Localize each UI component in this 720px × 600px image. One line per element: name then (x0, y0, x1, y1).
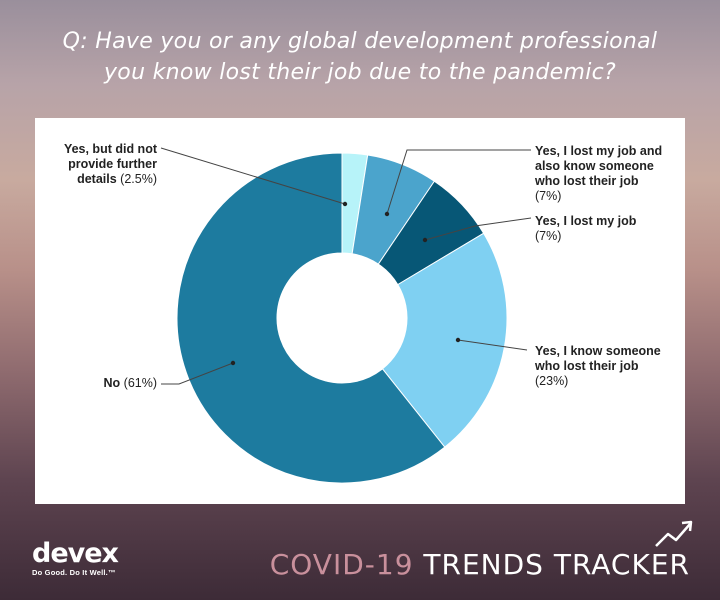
label-lost-job: Yes, I lost my job (7%) (535, 214, 637, 243)
leader-no (161, 362, 234, 385)
leader-lost-job-dot (422, 237, 428, 243)
leader-no-dot (230, 360, 236, 366)
trend-up-arrow-icon (655, 520, 693, 547)
leader-lost-job (424, 217, 532, 241)
tracker-trends: TRENDS TRACKER (413, 548, 690, 581)
leader-no-details (160, 147, 346, 205)
slice-know-someone (381, 232, 508, 448)
question-title: Q: Have you or any global development pr… (0, 26, 720, 88)
trends-tracker-title: COVID-19 TRENDS TRACKER (270, 548, 690, 581)
label-know-someone: Yes, I know someone who lost their job (… (535, 344, 661, 388)
chart-panel: Yes, but did not provide further details… (35, 118, 685, 504)
leader-lost-and-know-dot (384, 211, 390, 217)
tracker-covid: COVID-19 (269, 548, 414, 581)
question-line-2: you know lost their job due to the pande… (103, 60, 616, 85)
leader-lost-and-know (386, 149, 531, 215)
label-lost-and-know: Yes, I lost my job and also know someone… (535, 144, 663, 203)
label-no: No (61%) (103, 376, 158, 390)
brand-name: devex (32, 538, 119, 569)
question-line-1: Q: Have you or any global development pr… (62, 29, 658, 54)
label-no-details: Yes, but did not provide further details… (63, 142, 157, 186)
devex-logo: devex Do Good. Do It Well.™ (32, 538, 119, 578)
slice-no (176, 152, 446, 484)
brand-tagline: Do Good. Do It Well.™ (32, 568, 116, 577)
leader-know-someone (457, 339, 528, 351)
leader-know-someone-dot (455, 337, 461, 343)
leader-no-details-dot (342, 201, 348, 207)
donut-chart (160, 147, 532, 484)
